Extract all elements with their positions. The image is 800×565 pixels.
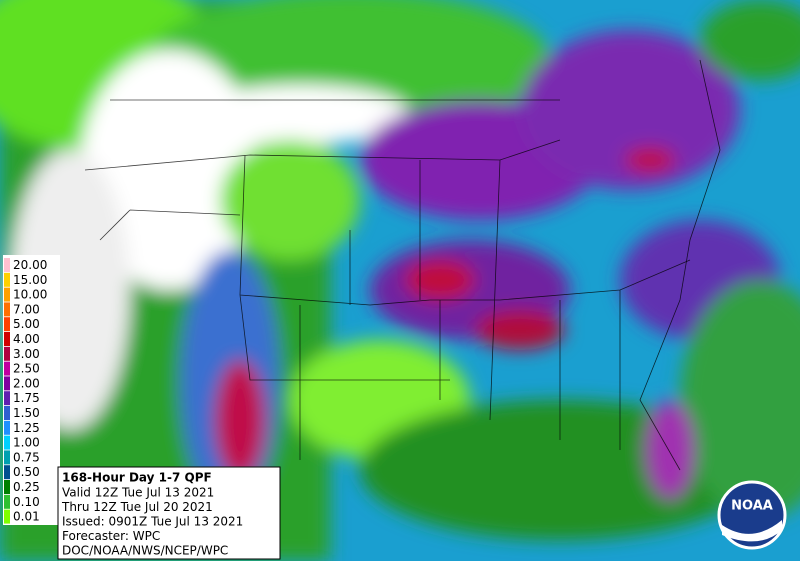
logo-wave: [722, 520, 782, 542]
legend-label: 0.75: [13, 450, 40, 464]
legend-swatch: [4, 346, 10, 361]
legend-label: 4.00: [13, 332, 40, 346]
info-box: 168-Hour Day 1-7 QPF Valid 12Z Tue Jul 1…: [57, 466, 281, 560]
legend-label: 1.75: [13, 391, 40, 405]
legend-label: 2.50: [13, 362, 40, 376]
legend-swatch: [4, 435, 10, 450]
legend-swatch: [4, 391, 10, 406]
legend: 20.0015.0010.007.005.004.003.002.502.001…: [3, 255, 60, 525]
noaa-logo: NOAA: [717, 480, 787, 550]
legend-label: 15.00: [13, 273, 47, 287]
legend-label: 0.10: [13, 495, 40, 509]
legend-swatch: [4, 509, 10, 524]
legend-swatch: [4, 480, 10, 494]
info-line: Forecaster: WPC: [62, 529, 160, 543]
legend-label: 0.50: [13, 465, 40, 479]
legend-label: 1.25: [13, 421, 40, 435]
legend-label: 0.25: [13, 480, 40, 494]
legend-swatch: [4, 258, 10, 272]
legend-swatch: [4, 494, 10, 509]
legend-label: 5.00: [13, 317, 40, 331]
legend-panel: [3, 255, 60, 525]
info-panel: [57, 466, 281, 560]
legend-label: 2.00: [13, 376, 40, 390]
logo-text: NOAA: [731, 499, 773, 514]
legend-label: 7.00: [13, 302, 40, 316]
info-line: DOC/NOAA/NWS/NCEP/WPC: [62, 544, 228, 558]
legend-swatch: [4, 406, 10, 420]
info-line: Issued: 0901Z Tue Jul 13 2021: [62, 515, 243, 529]
info-line: Valid 12Z Tue Jul 13 2021: [62, 486, 214, 500]
legend-swatch: [4, 302, 10, 317]
legend-swatch: [4, 317, 10, 332]
legend-swatch: [4, 287, 10, 302]
legend-swatch: [4, 272, 10, 287]
legend-swatch: [4, 420, 10, 435]
legend-swatch: [4, 465, 10, 480]
legend-label: 1.50: [13, 406, 40, 420]
legend-label: 1.00: [13, 436, 40, 450]
legend-swatch: [4, 450, 10, 465]
legend-label: 0.01: [13, 510, 40, 524]
legend-swatch: [4, 332, 10, 346]
legend-swatch: [4, 361, 10, 376]
legend-label: 3.00: [13, 347, 40, 361]
legend-label: 20.00: [13, 258, 47, 272]
info-title: 168-Hour Day 1-7 QPF: [62, 471, 212, 485]
legend-label: 10.00: [13, 288, 47, 302]
info-line: Thru 12Z Tue Jul 20 2021: [61, 500, 213, 514]
legend-swatch: [4, 376, 10, 391]
